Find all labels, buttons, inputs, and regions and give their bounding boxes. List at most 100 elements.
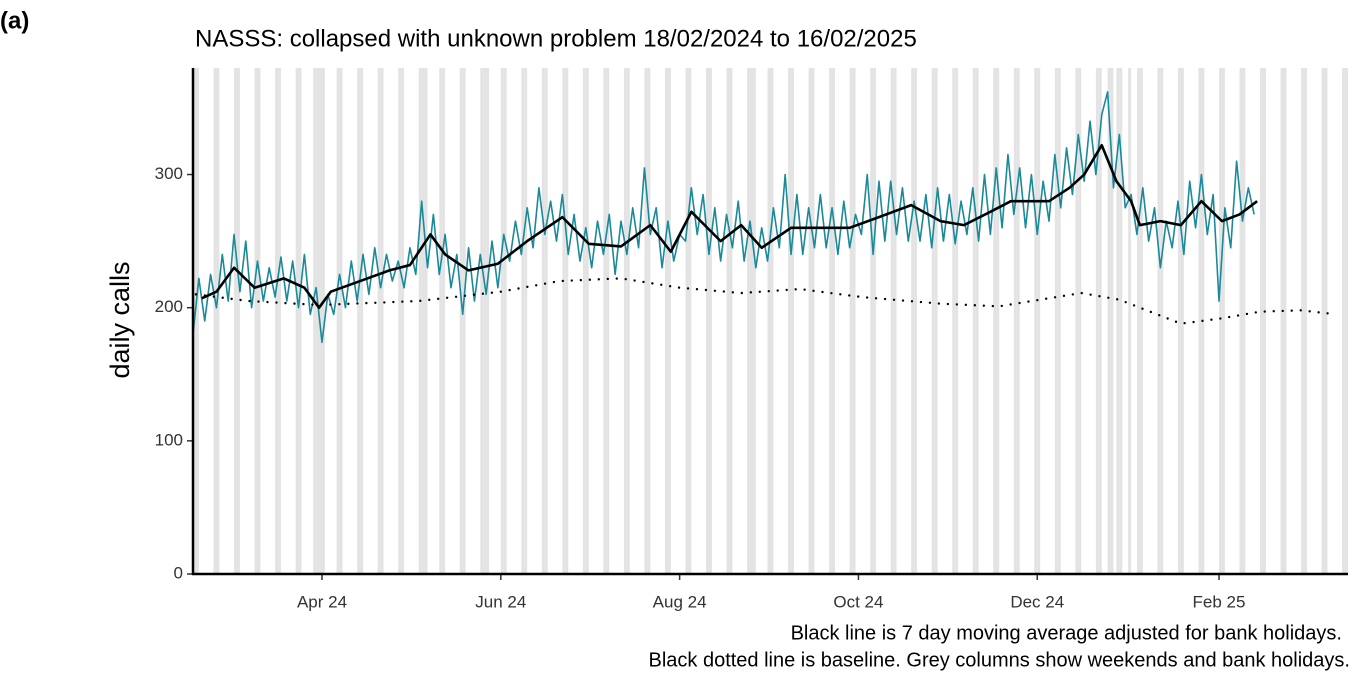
footnote: Black line is 7 day moving average adjus… — [791, 622, 1342, 644]
shade-column — [1221, 68, 1225, 574]
y-tick-label: 200 — [155, 297, 183, 316]
shade-column — [626, 68, 630, 574]
shade-column — [1057, 68, 1061, 574]
data-line — [192, 91, 1255, 344]
shade-column — [829, 68, 833, 574]
shade-column — [647, 68, 651, 574]
shade-column — [1160, 68, 1164, 574]
shade-column — [664, 68, 668, 574]
shade-column — [706, 68, 709, 574]
shade-column — [1110, 68, 1114, 574]
shade-column — [870, 68, 874, 574]
shade-column — [1157, 68, 1161, 574]
shade-column — [747, 68, 750, 574]
shade-column — [852, 68, 856, 574]
shade-column — [1304, 68, 1307, 574]
shade-column — [398, 68, 402, 574]
shade-column — [541, 68, 545, 574]
shade-column — [890, 68, 894, 574]
shade-column — [685, 68, 689, 574]
shade-column — [811, 68, 815, 574]
x-tick-label: Feb 25 — [1193, 592, 1246, 611]
shade-column — [524, 68, 528, 574]
shade-column — [688, 68, 692, 574]
shade-column — [603, 68, 607, 574]
shade-column — [380, 68, 384, 574]
shade-column — [213, 68, 217, 574]
shade-column — [483, 68, 487, 574]
shade-column — [1116, 68, 1120, 574]
shade-column — [1095, 68, 1099, 574]
baseline-line — [194, 277, 1338, 325]
shade-column — [1342, 68, 1346, 574]
shade-column — [236, 68, 240, 574]
shade-column — [257, 68, 261, 574]
shade-column — [788, 68, 792, 574]
shade-column — [401, 68, 405, 574]
shade-column — [1037, 68, 1041, 574]
y-tick-label: 100 — [155, 430, 183, 449]
shade-column — [1107, 68, 1111, 574]
shade-column — [1177, 68, 1181, 574]
shade-column — [424, 68, 428, 574]
shade-column — [996, 68, 1000, 574]
shade-column — [486, 68, 490, 574]
shade-column — [377, 68, 381, 574]
shade-column — [278, 68, 281, 574]
shade-column — [439, 68, 443, 574]
shade-column — [975, 68, 979, 574]
shade-column — [1242, 68, 1246, 574]
shade-column — [1054, 68, 1058, 574]
shade-column — [849, 68, 853, 574]
shade-column — [1260, 68, 1263, 574]
shade-column — [752, 68, 756, 574]
shade-column — [1013, 68, 1017, 574]
shade-column — [893, 68, 897, 574]
x-tick-label: Apr 24 — [297, 592, 347, 611]
shade-column — [873, 68, 877, 574]
shade-column — [1128, 68, 1132, 574]
shade-column — [1139, 68, 1143, 574]
shade-column — [339, 68, 343, 574]
panel-label: (a) — [0, 7, 29, 34]
shade-column — [606, 68, 610, 574]
shade-column — [1301, 68, 1305, 574]
shade-column — [1219, 68, 1222, 574]
shade-column — [749, 68, 753, 574]
shade-column — [521, 68, 525, 574]
shade-column — [234, 68, 237, 574]
shade-column — [254, 68, 258, 574]
x-tick-label: Jun 24 — [475, 592, 526, 611]
shade-column — [832, 68, 835, 574]
shade-column — [500, 68, 504, 574]
shade-column — [1098, 68, 1102, 574]
chart-title: NASSS: collapsed with unknown problem 18… — [195, 25, 917, 52]
shade-column — [931, 68, 935, 574]
shade-column — [1136, 68, 1140, 574]
shade-column — [726, 68, 730, 574]
shade-column — [952, 68, 956, 574]
shade-column — [480, 68, 484, 574]
shade-column — [565, 68, 569, 574]
shade-column — [1262, 68, 1266, 574]
y-tick-label: 300 — [155, 164, 183, 183]
shade-column — [1283, 68, 1287, 574]
shade-column — [544, 68, 548, 574]
x-tick-label: Dec 24 — [1010, 592, 1064, 611]
shade-column — [1016, 68, 1020, 574]
shade-column — [459, 68, 463, 574]
shade-column — [421, 68, 425, 574]
shade-column — [1345, 68, 1348, 574]
shade-column — [1321, 68, 1325, 574]
shade-column — [360, 68, 364, 574]
shade-column — [321, 68, 325, 574]
shade-column — [298, 68, 302, 574]
shade-column — [667, 68, 671, 574]
shade-column — [442, 68, 446, 574]
shade-column — [955, 68, 959, 574]
shade-column — [934, 68, 938, 574]
footnote: Black dotted line is baseline. Grey colu… — [648, 649, 1350, 671]
shade-column — [914, 68, 918, 574]
shade-column — [1034, 68, 1038, 574]
x-tick-label: Aug 24 — [653, 592, 707, 611]
